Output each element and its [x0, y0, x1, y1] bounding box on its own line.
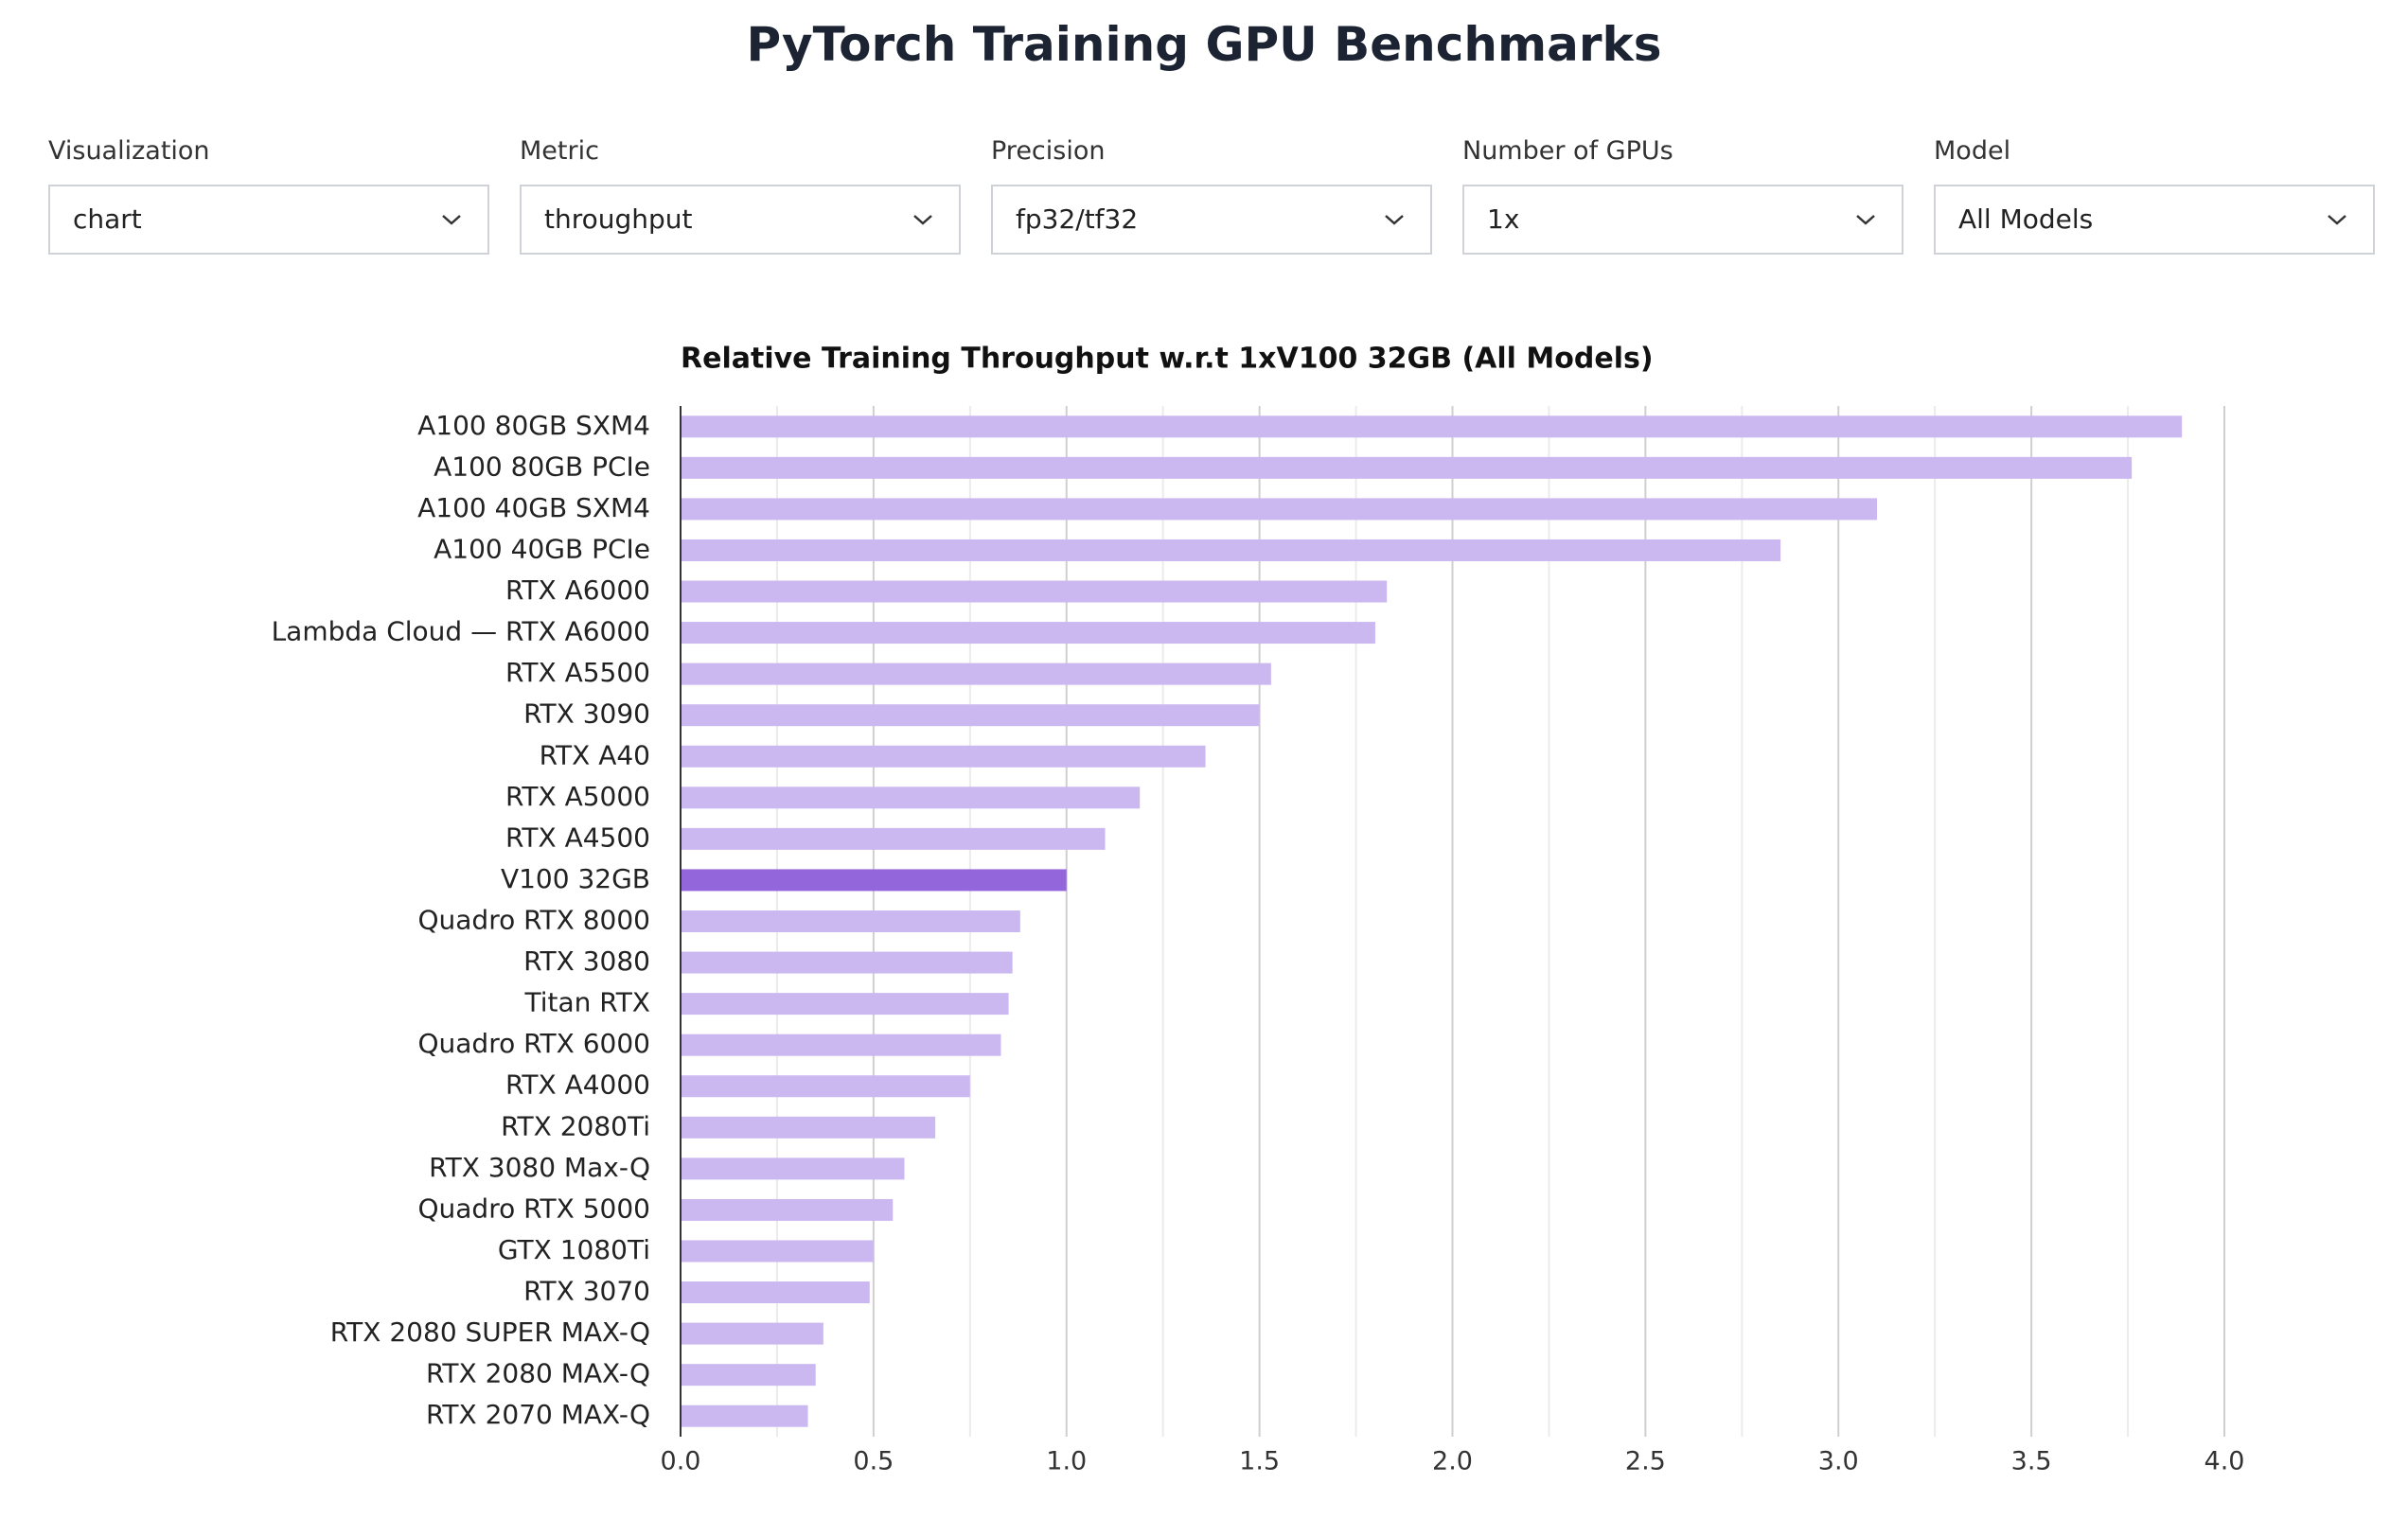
y-tick-label: A100 80GB SXM4: [417, 410, 650, 441]
bar: [681, 910, 1020, 932]
dropdown-group: Precision fp32/tf32: [991, 132, 1432, 255]
bar: [681, 498, 1878, 521]
bar: [681, 580, 1388, 603]
chevron-icon: [2328, 215, 2346, 225]
dropdown-label: Precision: [991, 136, 1106, 166]
dropdown-value: fp32/tf32: [1016, 203, 1139, 235]
bar: [681, 1240, 874, 1263]
bar: [681, 869, 1067, 892]
x-tick-label: 0.0: [661, 1447, 701, 1476]
bar: [681, 827, 1106, 850]
y-tick-label: RTX A5500: [505, 657, 650, 688]
x-tick-label: 2.5: [1625, 1447, 1666, 1476]
bar: [681, 951, 1013, 974]
y-tick-label: RTX 2080Ti: [501, 1110, 650, 1141]
y-tick-label: RTX A5000: [505, 781, 650, 812]
dropdown-label: Visualization: [48, 136, 210, 166]
chevron-icon: [913, 215, 932, 225]
dropdown-value: All Models: [1958, 203, 2094, 235]
dropdown-label: Number of GPUs: [1462, 136, 1673, 166]
y-tick-label: Titan RTX: [523, 987, 650, 1018]
bar: [681, 993, 1009, 1016]
y-tick-label: Quadro RTX 5000: [417, 1192, 650, 1224]
bar: [681, 1157, 905, 1180]
dropdown-group: Visualization chart: [48, 132, 489, 255]
dropdown[interactable]: throughput: [520, 185, 961, 255]
y-tick-label: RTX 3080 Max-Q: [429, 1152, 650, 1183]
y-tick-label: RTX 3090: [523, 698, 650, 730]
y-tick-label: Quadro RTX 8000: [417, 905, 650, 936]
chart-title: Relative Training Throughput w.r.t 1xV10…: [681, 343, 1654, 376]
bar: [681, 1281, 870, 1304]
bar: [681, 704, 1260, 727]
x-tick-label: 0.5: [853, 1447, 894, 1476]
y-tick-label: RTX A4000: [505, 1069, 650, 1101]
dropdown-group: Number of GPUs 1x: [1462, 132, 1903, 255]
x-tick-label: 3.0: [1818, 1447, 1859, 1476]
dropdown[interactable]: All Models: [1934, 185, 2375, 255]
bar: [681, 1198, 894, 1221]
x-tick-label: 4.0: [2204, 1447, 2245, 1476]
x-tick-label: 2.0: [1432, 1447, 1473, 1476]
bar: [681, 745, 1206, 768]
y-tick-label: RTX A40: [540, 739, 650, 770]
bar: [681, 622, 1375, 645]
bar: [681, 1075, 970, 1098]
bar: [681, 1404, 808, 1427]
y-tick-label: RTX 3080: [523, 945, 650, 977]
y-tick-label: RTX 3070: [523, 1276, 650, 1307]
bar: [681, 662, 1271, 685]
x-tick-label: 3.5: [2011, 1447, 2052, 1476]
bar: [681, 1322, 823, 1345]
dropdown-label: Model: [1934, 136, 2011, 166]
y-tick-label: RTX 2070 MAX-Q: [426, 1399, 650, 1430]
bar: [681, 456, 2133, 479]
bar: [681, 1364, 816, 1387]
y-tick-label: A100 80GB PCIe: [434, 450, 650, 482]
y-tick-label: A100 40GB SXM4: [417, 492, 650, 523]
dropdown-group: Metric throughput: [520, 132, 961, 255]
dropdown[interactable]: fp32/tf32: [991, 185, 1432, 255]
bar: [681, 415, 2183, 438]
chevron-icon: [1385, 215, 1404, 225]
x-tick-label: 1.0: [1046, 1447, 1087, 1476]
bar: [681, 539, 1781, 561]
bar: [681, 1034, 1001, 1056]
y-tick-label: GTX 1080Ti: [498, 1234, 650, 1265]
y-tick-label: V100 32GB: [501, 863, 650, 894]
y-tick-label: RTX A4500: [505, 822, 650, 853]
y-tick-label: RTX 2080 SUPER MAX-Q: [330, 1316, 650, 1348]
y-tick-label: Quadro RTX 6000: [417, 1028, 650, 1059]
dropdown[interactable]: 1x: [1462, 185, 1903, 255]
dropdown-value: 1x: [1487, 203, 1520, 235]
y-tick-label: Lambda Cloud — RTX A6000: [272, 616, 650, 647]
bar: [681, 1116, 936, 1139]
y-tick-label: A100 40GB PCIe: [434, 533, 650, 564]
dropdown-value: throughput: [544, 203, 693, 235]
y-tick-label: RTX 2080 MAX-Q: [426, 1358, 650, 1389]
page-title: PyTorch Training GPU Benchmarks: [746, 17, 1662, 72]
y-tick-label: RTX A6000: [505, 574, 650, 606]
dropdown-group: Model All Models: [1934, 132, 2375, 255]
chevron-icon: [1856, 215, 1875, 225]
chevron-icon: [442, 215, 461, 225]
dropdown-label: Metric: [520, 136, 599, 166]
dropdown[interactable]: chart: [48, 185, 489, 255]
bar: [681, 786, 1141, 809]
dropdown-value: chart: [73, 203, 142, 235]
x-tick-label: 1.5: [1239, 1447, 1280, 1476]
